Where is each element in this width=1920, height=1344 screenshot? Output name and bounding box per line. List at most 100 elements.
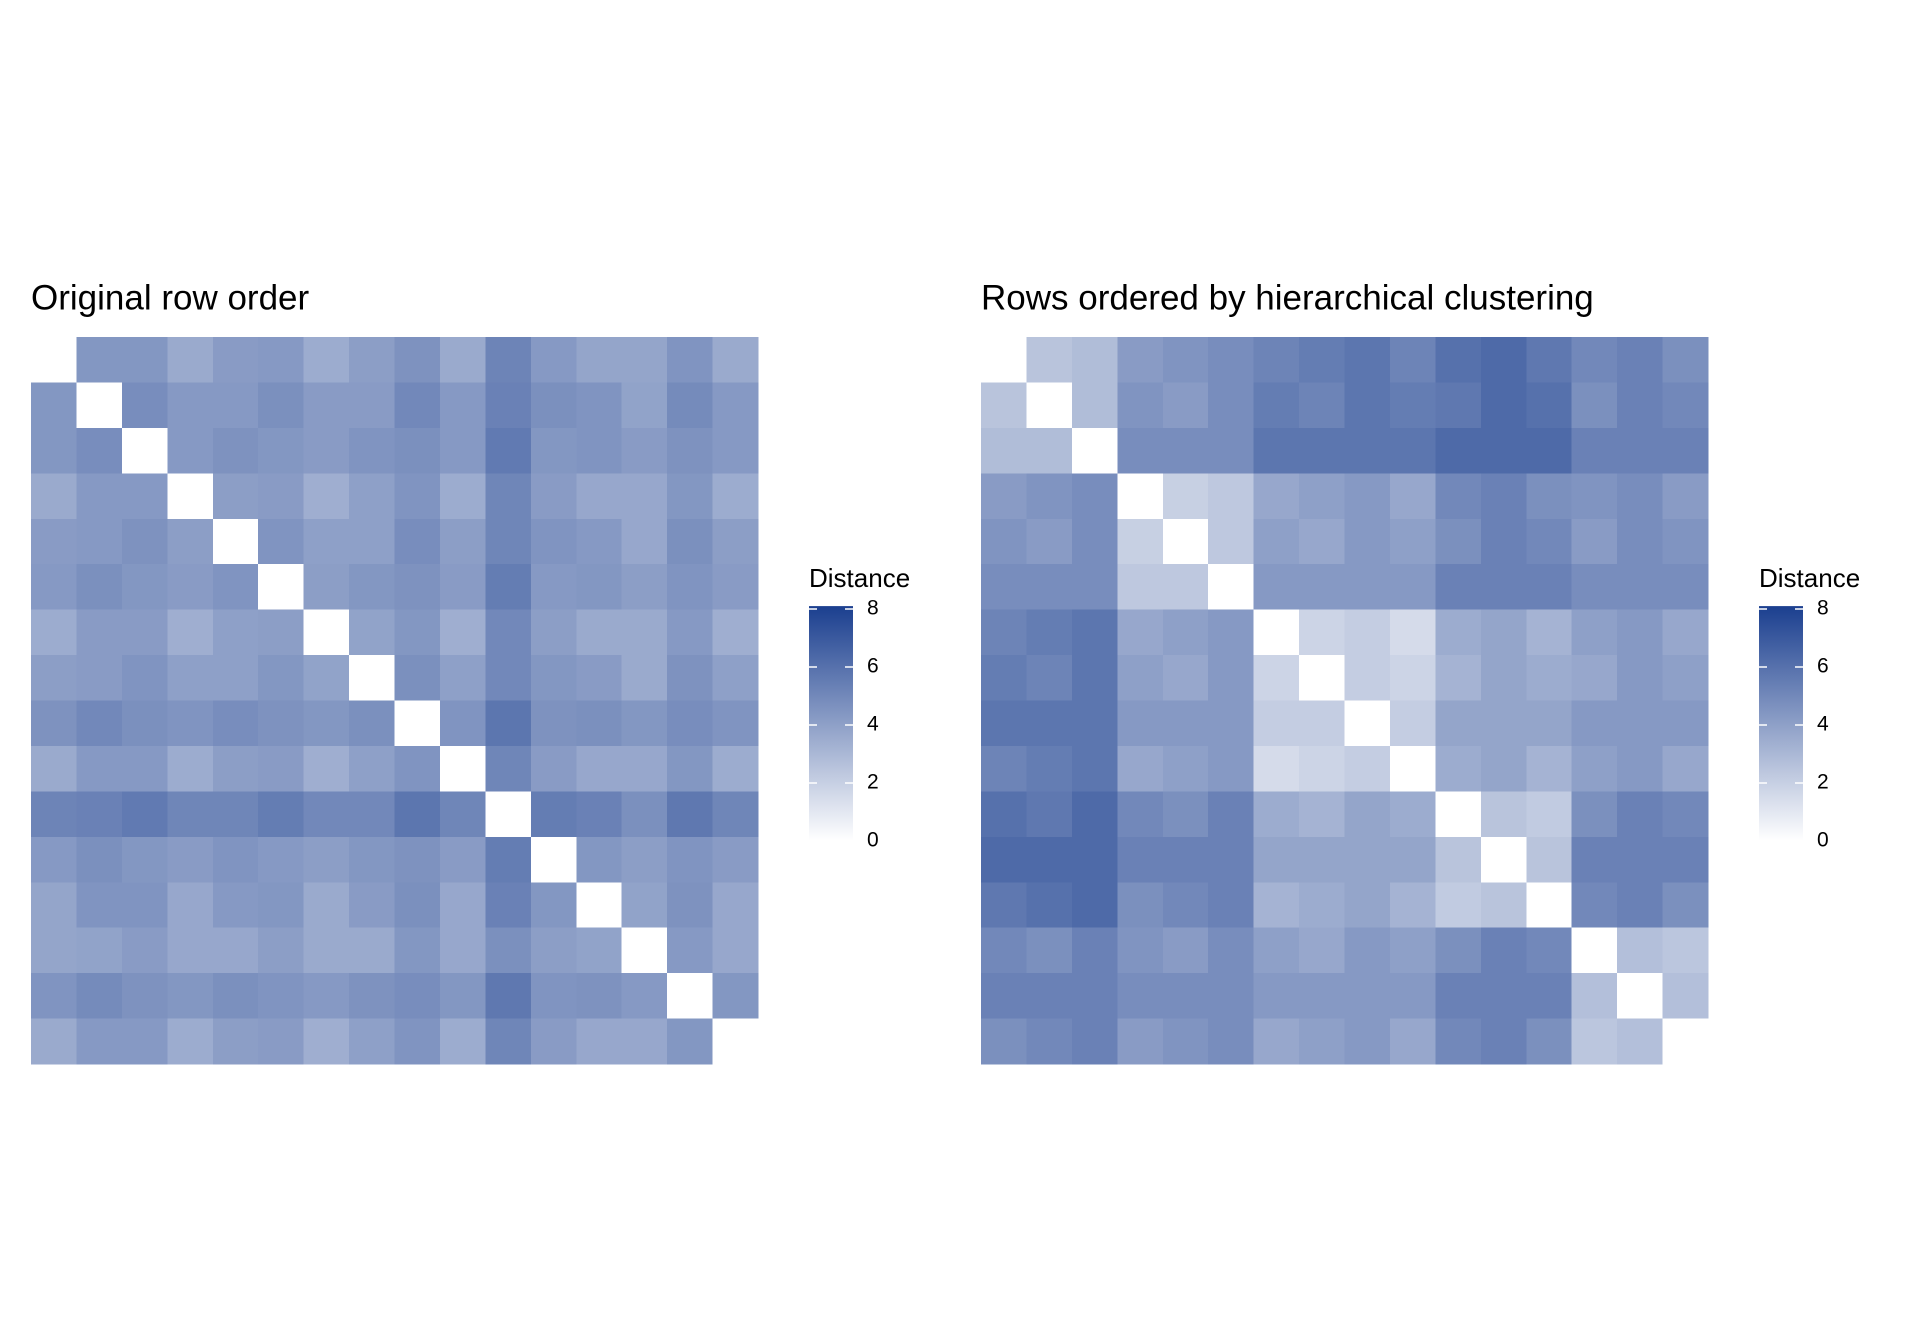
heat-cell [1526,791,1573,838]
heat-cell [1526,564,1573,611]
heat-cell [212,745,259,792]
heat-cell [1526,973,1573,1020]
heat-cell [258,927,305,974]
heat-cell [1344,382,1391,429]
heat-cell [485,518,532,565]
heat-cell [76,564,123,611]
heat-cell [576,382,623,429]
heat-cell [1662,791,1709,838]
heat-cell [576,927,623,974]
heat-cell [76,836,123,883]
heat-cell [1162,609,1209,656]
heat-cell [621,745,668,792]
heat-cell [485,700,532,747]
heat-cell [981,427,1028,474]
heat-cell [1117,382,1164,429]
heat-cell [1162,745,1209,792]
heat-cell [621,927,668,974]
heat-cell [621,1018,668,1065]
heat-cell [1571,882,1618,929]
heat-cell [1526,1018,1573,1065]
heat-cell [439,791,486,838]
heat-cell [258,973,305,1020]
heat-cell [349,882,396,929]
heat-cell [167,836,214,883]
heat-cell [1253,973,1300,1020]
heat-cell [712,791,759,838]
heat-cell [1435,745,1482,792]
heat-cell [1026,382,1073,429]
heat-cell [1344,609,1391,656]
heat-cell [712,427,759,474]
heat-cell [1026,700,1073,747]
heat-cell [621,700,668,747]
heat-cell [1344,973,1391,1020]
heat-cell [1208,700,1255,747]
heat-cell [1617,791,1664,838]
heat-cell [439,973,486,1020]
heat-cell [981,473,1028,520]
heat-cell [1571,836,1618,883]
heat-cell [394,427,441,474]
heat-cell [1526,700,1573,747]
heat-cell [76,973,123,1020]
heat-cell [981,518,1028,565]
heat-cell [212,427,259,474]
heat-cell [1208,518,1255,565]
heat-cell [1071,427,1118,474]
heat-cell [1389,427,1436,474]
heat-cell [530,973,577,1020]
heat-cell [981,382,1028,429]
heat-cell [1617,836,1664,883]
heat-cell [1117,745,1164,792]
heat-cell [1117,655,1164,702]
heat-cell [349,700,396,747]
heat-cell [121,473,168,520]
heat-cell [530,1018,577,1065]
heat-cell [349,791,396,838]
heat-cell [1344,473,1391,520]
heat-cell [1071,337,1118,384]
heat-cell [167,427,214,474]
legend-title: Distance [1759,563,1860,593]
heat-cell [167,745,214,792]
colorbar-tick-label: 0 [867,829,879,852]
heat-cell [1571,564,1618,611]
heat-cell [1389,518,1436,565]
heat-cell [1435,337,1482,384]
heat-cell [1617,609,1664,656]
heat-cell [1071,1018,1118,1065]
heat-cell [1208,836,1255,883]
heat-cell [31,882,78,929]
heat-cell [1435,973,1482,1020]
heat-cell [981,973,1028,1020]
heat-cell [667,745,714,792]
legend-title: Distance [809,563,910,593]
heat-cell [1299,473,1346,520]
heat-cell [121,1018,168,1065]
heat-cell [1662,518,1709,565]
heat-cell [1435,427,1482,474]
heat-cell [1071,791,1118,838]
heat-cell [1208,1018,1255,1065]
heat-cell [1071,473,1118,520]
heat-cell [212,518,259,565]
heat-cell [485,1018,532,1065]
heat-cell [1162,882,1209,929]
heat-cell [1344,427,1391,474]
heat-cell [1026,609,1073,656]
heat-cell [303,745,350,792]
heat-cell [1117,791,1164,838]
heat-cell [1526,655,1573,702]
heat-cell [303,382,350,429]
heat-cell [1162,382,1209,429]
heat-cell [1208,655,1255,702]
heat-cell [212,791,259,838]
heat-cell [121,836,168,883]
heat-cell [1526,836,1573,883]
heat-cell [530,882,577,929]
heat-cell [621,655,668,702]
heat-cell [31,655,78,702]
heat-cell [667,791,714,838]
heat-cell [349,655,396,702]
